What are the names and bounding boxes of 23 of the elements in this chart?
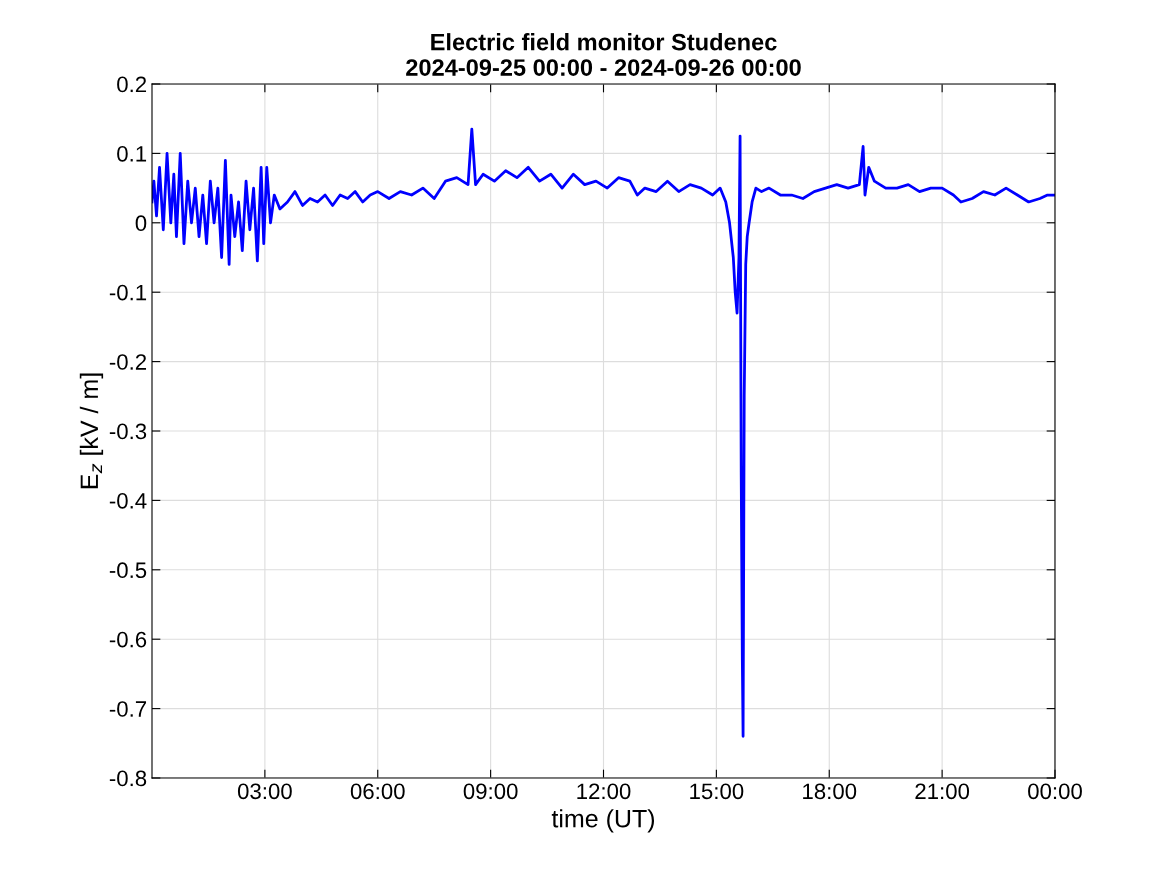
y-tick-label: 0.1 bbox=[117, 145, 147, 162]
chart-title: Electric field monitor Studenec 2024-09-25 00:00 - 2024-09-26 00:00 bbox=[406, 33, 801, 76]
x-tick-label: 03:00 bbox=[237, 783, 292, 800]
x-tick-label: 12:00 bbox=[577, 783, 631, 800]
y-tick-label: -0.8 bbox=[109, 770, 147, 787]
x-tick-label: 21:00 bbox=[915, 783, 970, 800]
y-tick-label: -0.2 bbox=[109, 354, 147, 370]
x-tick-label: 18:00 bbox=[803, 783, 857, 800]
y-tick-label: 0.2 bbox=[117, 76, 147, 93]
x-tick-label: 15:00 bbox=[690, 783, 744, 800]
x-axis-title: time (UT) bbox=[551, 809, 655, 833]
y-tick-label: -0.6 bbox=[109, 631, 147, 648]
x-tick-label: 06:00 bbox=[350, 783, 405, 800]
line-series bbox=[152, 127, 1055, 738]
x-tick-label: 09:00 bbox=[463, 783, 518, 800]
y-tick-label: -0.5 bbox=[109, 562, 147, 579]
x-tick-label: 00:00 bbox=[1028, 783, 1082, 800]
y-axis-title: E$_{z}$ [kV / m] bbox=[79, 373, 104, 489]
y-tick-label: -0.3 bbox=[109, 423, 147, 440]
y-tick-label: -0.1 bbox=[109, 284, 147, 301]
y-tick-label: 0 bbox=[135, 215, 147, 232]
y-tick-label: -0.4 bbox=[109, 492, 147, 509]
y-tick-label: -0.7 bbox=[109, 701, 147, 717]
